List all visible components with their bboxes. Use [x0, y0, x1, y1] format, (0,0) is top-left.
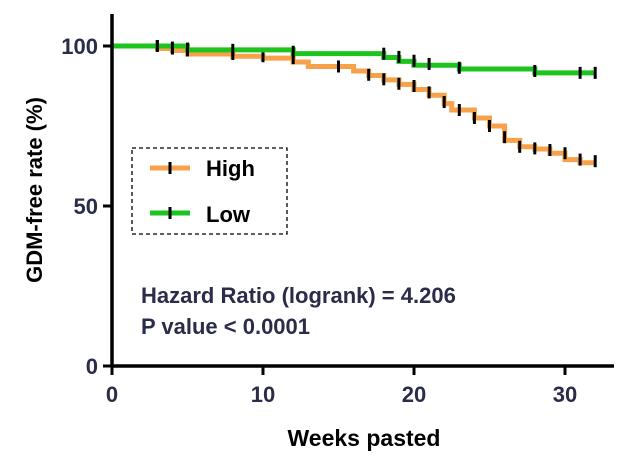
x-axis-label: Weeks pasted: [288, 425, 441, 451]
series-layer: [112, 40, 597, 168]
legend-item-low: Low: [150, 202, 251, 227]
legend-item-high: High: [150, 156, 255, 181]
km-curve-high: [112, 43, 596, 166]
x-ticks: 0 10 20 30: [106, 366, 577, 407]
legend-label-low: Low: [206, 202, 251, 227]
legend-label-high: High: [206, 156, 255, 181]
y-ticks: 0 50 100: [61, 34, 112, 379]
hazard-ratio-annotation: Hazard Ratio (logrank) = 4.206: [141, 283, 456, 308]
x-tick-label: 10: [251, 382, 275, 407]
y-axis-label: GDM-free rate (%): [22, 97, 47, 283]
p-value-annotation: P value < 0.0001: [141, 314, 310, 339]
legend-box: [131, 147, 288, 235]
y-tick-label: 100: [61, 34, 98, 59]
x-tick-label: 0: [106, 382, 118, 407]
x-tick-label: 20: [402, 382, 426, 407]
x-tick-label: 30: [553, 382, 577, 407]
y-tick-label: 50: [74, 194, 98, 219]
legend: High Low: [131, 147, 288, 235]
y-tick-label: 0: [86, 354, 98, 379]
